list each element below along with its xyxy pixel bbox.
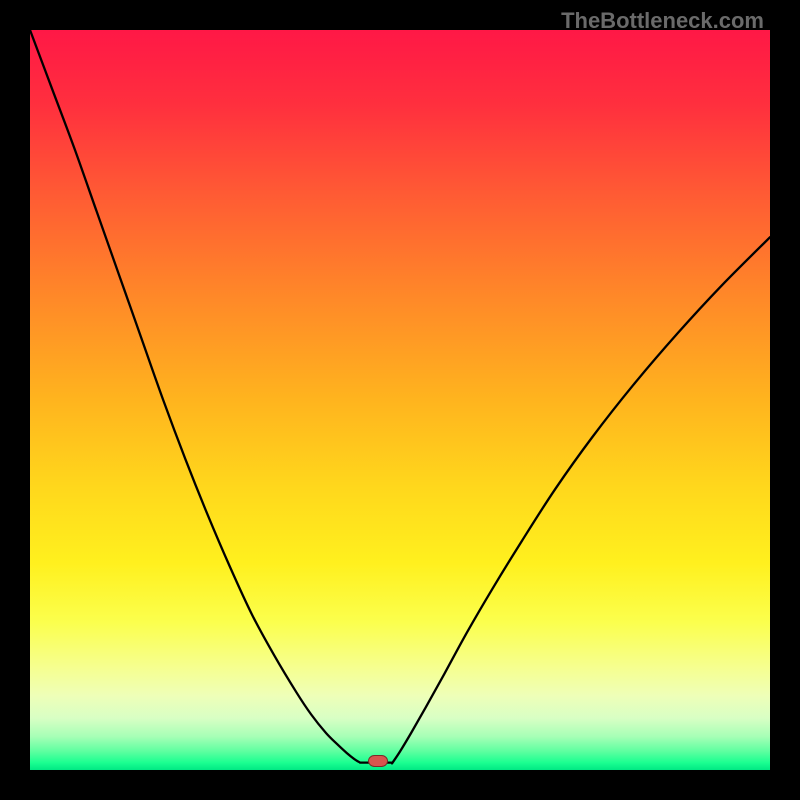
bottleneck-curve: [30, 30, 770, 763]
optimum-marker-rect: [368, 755, 387, 766]
optimum-marker-shape: [368, 755, 388, 767]
chart-container: TheBottleneck.com: [0, 0, 800, 800]
curve-overlay: [30, 30, 770, 770]
watermark-text: TheBottleneck.com: [561, 8, 764, 34]
plot-area: [30, 30, 770, 770]
optimum-marker: [368, 754, 388, 772]
